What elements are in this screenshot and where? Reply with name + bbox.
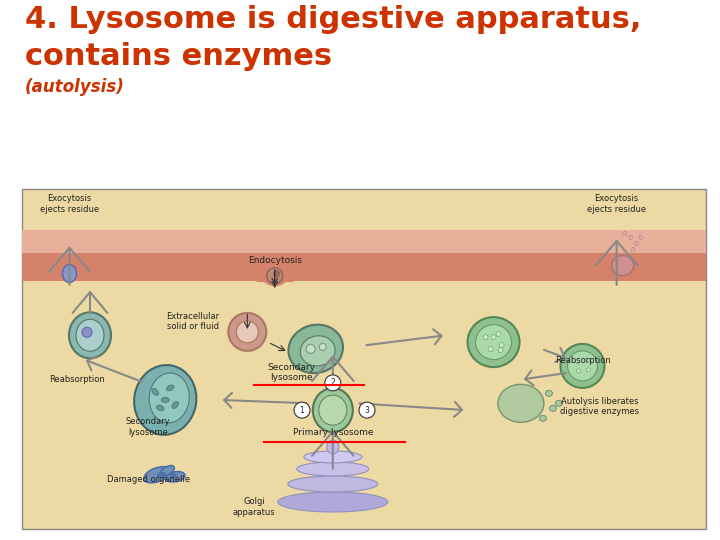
Ellipse shape [639, 235, 643, 240]
Text: Extracellular
solid or fluid: Extracellular solid or fluid [166, 312, 219, 332]
Circle shape [325, 375, 341, 391]
Ellipse shape [304, 451, 362, 463]
Ellipse shape [635, 241, 639, 246]
Ellipse shape [63, 265, 76, 282]
Ellipse shape [228, 313, 266, 351]
Text: Reabsorption: Reabsorption [555, 356, 611, 365]
Ellipse shape [274, 271, 279, 277]
Ellipse shape [69, 312, 111, 358]
Ellipse shape [467, 317, 520, 367]
Ellipse shape [475, 325, 511, 360]
Text: 4. Lysosome is digestive apparatus,: 4. Lysosome is digestive apparatus, [25, 5, 642, 34]
Text: Endocytosis: Endocytosis [248, 256, 302, 265]
Ellipse shape [134, 365, 197, 435]
Text: 1: 1 [300, 406, 305, 415]
Ellipse shape [319, 395, 347, 425]
Ellipse shape [498, 348, 503, 353]
Ellipse shape [491, 335, 496, 340]
Ellipse shape [498, 384, 544, 422]
Circle shape [294, 402, 310, 418]
Ellipse shape [585, 358, 590, 362]
Ellipse shape [158, 472, 165, 477]
Ellipse shape [546, 390, 552, 396]
Ellipse shape [577, 369, 580, 373]
Ellipse shape [289, 325, 343, 373]
Bar [22, 230, 706, 253]
Text: Exocytosis
ejects residue: Exocytosis ejects residue [40, 194, 99, 213]
Circle shape [359, 402, 375, 418]
Text: Secondary
lysosome: Secondary lysosome [268, 363, 316, 382]
Ellipse shape [496, 332, 501, 336]
Ellipse shape [319, 343, 326, 350]
Text: 2: 2 [330, 379, 336, 387]
Ellipse shape [170, 474, 176, 478]
Text: 3: 3 [364, 406, 369, 415]
Text: Reabsorption: Reabsorption [49, 375, 104, 384]
Ellipse shape [306, 345, 315, 353]
Ellipse shape [297, 462, 369, 476]
Ellipse shape [82, 327, 92, 338]
Ellipse shape [612, 255, 634, 275]
Ellipse shape [629, 235, 633, 240]
Text: (autolysis): (autolysis) [25, 78, 125, 96]
Ellipse shape [623, 232, 626, 235]
Ellipse shape [156, 405, 164, 411]
Text: contains enzymes: contains enzymes [25, 42, 332, 71]
Ellipse shape [575, 360, 580, 364]
Ellipse shape [288, 476, 378, 492]
Ellipse shape [278, 492, 388, 512]
Text: Exocytosis
ejects residue: Exocytosis ejects residue [587, 194, 647, 213]
Ellipse shape [266, 268, 283, 284]
Text: Golgi
apparatus: Golgi apparatus [233, 497, 276, 517]
Ellipse shape [499, 342, 504, 348]
Bar [22, 250, 706, 281]
Text: Autolysis liberates
digestive enzymes: Autolysis liberates digestive enzymes [560, 397, 639, 416]
Ellipse shape [549, 406, 557, 411]
Text: Damaged organelle: Damaged organelle [107, 475, 189, 484]
Ellipse shape [587, 368, 590, 372]
Ellipse shape [560, 344, 605, 388]
Ellipse shape [172, 401, 179, 408]
Ellipse shape [76, 319, 104, 352]
Ellipse shape [161, 397, 169, 402]
Ellipse shape [539, 415, 546, 421]
Ellipse shape [312, 388, 353, 432]
Ellipse shape [483, 335, 488, 340]
Ellipse shape [631, 247, 635, 252]
Ellipse shape [149, 373, 189, 423]
Bar [22, 189, 706, 529]
Ellipse shape [327, 440, 339, 454]
Text: Primary lysosome: Primary lysosome [292, 428, 373, 437]
Ellipse shape [166, 471, 185, 482]
Ellipse shape [152, 388, 158, 395]
Ellipse shape [166, 385, 174, 391]
Ellipse shape [144, 467, 171, 483]
Ellipse shape [555, 400, 562, 406]
Text: Secondary
lysosome: Secondary lysosome [126, 417, 171, 437]
Ellipse shape [488, 347, 493, 352]
Ellipse shape [300, 336, 335, 366]
Ellipse shape [236, 321, 258, 343]
Ellipse shape [567, 351, 598, 381]
Ellipse shape [160, 465, 174, 476]
